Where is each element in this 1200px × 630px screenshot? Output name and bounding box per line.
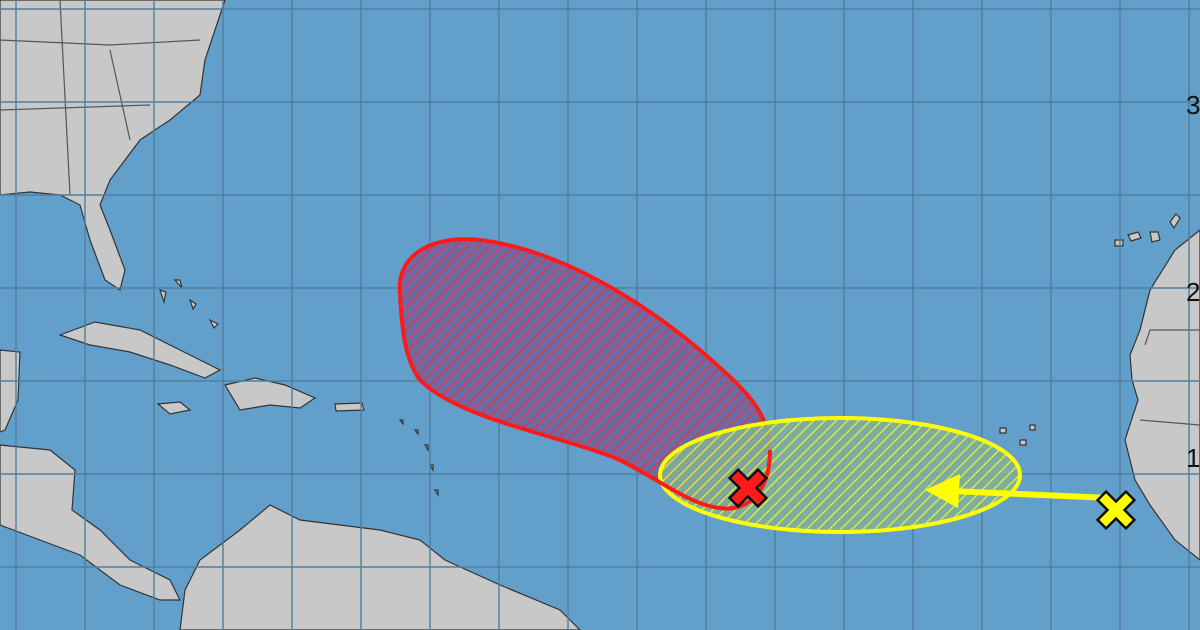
puerto-rico-land xyxy=(334,402,365,412)
yellow-disturbance-marker xyxy=(1095,489,1137,531)
red-disturbance-marker xyxy=(727,467,769,509)
motion-arrow xyxy=(925,474,1111,508)
latitude-label: 3 xyxy=(1186,90,1200,120)
central-america-land xyxy=(0,444,181,601)
high-chance-area-overlap-outline xyxy=(619,449,772,511)
latitude-label: 2 xyxy=(1186,277,1200,307)
canary-islands xyxy=(1114,213,1181,247)
jamaica-land xyxy=(156,401,192,415)
africa-land xyxy=(1124,229,1200,561)
bahamas-islands xyxy=(159,279,220,330)
cuba-land xyxy=(58,321,222,379)
lesser-antilles xyxy=(398,419,439,498)
cape-verde-islands xyxy=(999,424,1036,446)
latitude-label: 1 xyxy=(1186,443,1200,473)
state-borders xyxy=(0,0,1200,426)
low-chance-area xyxy=(658,416,1022,534)
x-icon xyxy=(727,467,769,509)
x-icon xyxy=(1095,489,1137,531)
